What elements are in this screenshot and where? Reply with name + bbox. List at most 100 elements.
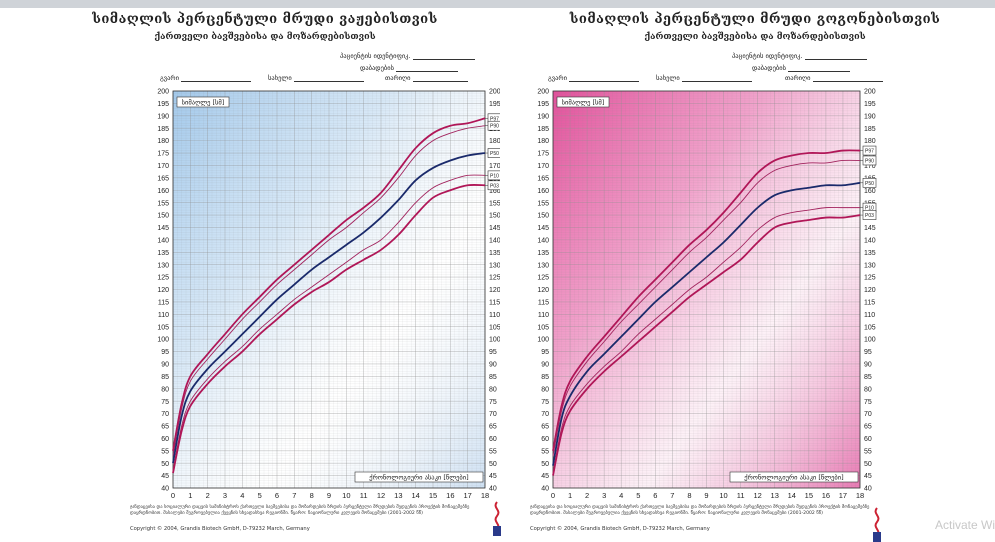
x-tick-label: 5 bbox=[258, 491, 262, 500]
series-tag-label: P97 bbox=[490, 116, 499, 122]
x-tick-label: 0 bbox=[551, 491, 555, 500]
x-tick-label: 8 bbox=[687, 491, 691, 500]
grid bbox=[172, 90, 486, 489]
y-axis-label-box: სიმაღლე [სმ] bbox=[176, 96, 230, 108]
birthdate-field: დაბადების bbox=[752, 64, 851, 72]
y-tick-label-right: 75 bbox=[489, 399, 497, 406]
y-tick-label-left: 195 bbox=[537, 101, 549, 108]
y-tick-label-right: 125 bbox=[864, 275, 876, 282]
series-tag-frame bbox=[862, 155, 877, 166]
y-tick-label-right: 180 bbox=[864, 138, 876, 145]
y-tick-label-right: 55 bbox=[864, 448, 872, 455]
x-tick-label: 6 bbox=[275, 491, 279, 500]
y-tick-label-left: 140 bbox=[537, 237, 549, 244]
y-tick-label-right: 190 bbox=[864, 113, 876, 120]
series-tag-p90: P90 bbox=[860, 155, 877, 166]
series-tag-label: P03 bbox=[865, 213, 874, 219]
y-axis-label-box: სიმაღლე [სმ] bbox=[556, 96, 610, 108]
top-bar bbox=[0, 0, 995, 8]
x-axis-label-frame bbox=[354, 471, 484, 483]
date-field: თარიღი bbox=[785, 74, 883, 82]
y-tick-label-left: 45 bbox=[161, 473, 169, 480]
y-tick-label-right: 110 bbox=[489, 312, 500, 319]
y-tick-label-right: 45 bbox=[489, 473, 497, 480]
y-tick-label-left: 160 bbox=[537, 188, 549, 195]
y-tick-label-right: 80 bbox=[864, 386, 872, 393]
y-tick-label-right: 145 bbox=[489, 225, 500, 232]
y-tick-label-right: 55 bbox=[489, 448, 497, 455]
y-tick-label-left: 90 bbox=[161, 362, 169, 369]
y-tick-label-left: 135 bbox=[537, 250, 549, 257]
y-tick-label-right: 160 bbox=[864, 188, 876, 195]
y-tick-label-left: 100 bbox=[157, 337, 169, 344]
y-tick-label-left: 65 bbox=[161, 424, 169, 431]
y-tick-label-left: 180 bbox=[157, 138, 169, 145]
x-axis-label-box: ქრონოლოგიური ასაკი [წლები] bbox=[354, 471, 484, 483]
y-tick-label-left: 180 bbox=[537, 138, 549, 145]
y-axis-label-frame bbox=[176, 96, 230, 108]
y-tick-label-right: 50 bbox=[489, 461, 497, 468]
y-tick-label-right: 45 bbox=[864, 473, 872, 480]
y-tick-label-left: 135 bbox=[157, 250, 169, 257]
copyright: Copyright © 2004, Grandis Biotech GmbH, … bbox=[530, 526, 710, 532]
y-tick-label-left: 165 bbox=[157, 175, 169, 182]
y-tick-label-left: 130 bbox=[537, 262, 549, 269]
y-tick-label-left: 105 bbox=[157, 324, 169, 331]
x-tick-label: 4 bbox=[240, 491, 244, 500]
footnote: ჯანდაცვისა და სოციალური დაცვის სამინისტრ… bbox=[130, 505, 470, 516]
plot-frame bbox=[172, 90, 486, 489]
page-subtitle: ქართველი ბავშვებისა და მოზარდებისთვის bbox=[644, 32, 866, 42]
series-tag-frame bbox=[862, 145, 877, 156]
series-tag-frame bbox=[487, 170, 500, 181]
y-tick-label-left: 145 bbox=[157, 225, 169, 232]
y-tick-label-left: 170 bbox=[537, 163, 549, 170]
y-tick-label-left: 120 bbox=[157, 287, 169, 294]
date-field: თარიღი bbox=[385, 74, 468, 82]
x-tick-label: 10 bbox=[342, 491, 350, 500]
y-axis-label: სიმაღლე [სმ] bbox=[182, 99, 225, 107]
y-tick-label-left: 70 bbox=[541, 411, 549, 418]
series-tag-label: P03 bbox=[490, 183, 499, 189]
y-tick-label-right: 170 bbox=[864, 163, 876, 170]
x-axis-label: ქრონოლოგიური ასაკი [წლები] bbox=[744, 473, 843, 482]
birthdate-field: დაბადების bbox=[360, 64, 459, 72]
x-tick-label: 9 bbox=[327, 491, 331, 500]
series-line-p10 bbox=[172, 174, 486, 471]
y-tick-label-right: 120 bbox=[489, 287, 500, 294]
y-tick-label-right: 50 bbox=[864, 461, 872, 468]
y-tick-label-left: 190 bbox=[537, 113, 549, 120]
y-tick-label-right: 90 bbox=[864, 362, 872, 369]
x-tick-label: 18 bbox=[481, 491, 489, 500]
x-tick-label: 17 bbox=[463, 491, 471, 500]
y-tick-label-left: 115 bbox=[538, 300, 549, 307]
y-tick-label-right: 140 bbox=[864, 237, 876, 244]
x-tick-label: 4 bbox=[619, 491, 623, 500]
y-tick-label-left: 80 bbox=[161, 386, 169, 393]
y-tick-label-left: 40 bbox=[541, 486, 549, 493]
y-tick-label-left: 55 bbox=[161, 448, 169, 455]
series-tag-p90: P90 bbox=[485, 120, 500, 131]
y-tick-label-left: 120 bbox=[537, 287, 549, 294]
y-tick-label-left: 85 bbox=[161, 374, 169, 381]
series-tag-label: P10 bbox=[865, 206, 874, 212]
y-tick-label-right: 160 bbox=[489, 188, 500, 195]
x-axis-label: ქრონოლოგიური ასაკი [წლები] bbox=[369, 473, 468, 482]
y-tick-label-right: 65 bbox=[864, 424, 872, 431]
y-tick-label-right: 115 bbox=[864, 300, 875, 307]
y-tick-label-left: 105 bbox=[537, 324, 549, 331]
y-tick-label-left: 75 bbox=[541, 399, 549, 406]
y-tick-label-right: 195 bbox=[864, 101, 876, 108]
series-line-p10 bbox=[552, 206, 860, 474]
series-tag-label: P10 bbox=[490, 173, 499, 179]
os-watermark: Activate Wi bbox=[934, 518, 995, 532]
y-tick-label-right: 130 bbox=[864, 262, 876, 269]
series-tag-frame bbox=[487, 148, 500, 158]
x-tick-label: 5 bbox=[636, 491, 640, 500]
y-tick-label-left: 190 bbox=[157, 113, 169, 120]
series-line-p97 bbox=[552, 149, 861, 451]
y-axis-label: სიმაღლე [სმ] bbox=[562, 99, 605, 107]
series-line-p03 bbox=[172, 184, 486, 474]
y-tick-label-left: 155 bbox=[157, 200, 169, 207]
footnote: ჯანდაცვისა და სოციალური დაცვის სამინისტრ… bbox=[530, 505, 870, 516]
y-tick-label-right: 90 bbox=[489, 362, 497, 369]
